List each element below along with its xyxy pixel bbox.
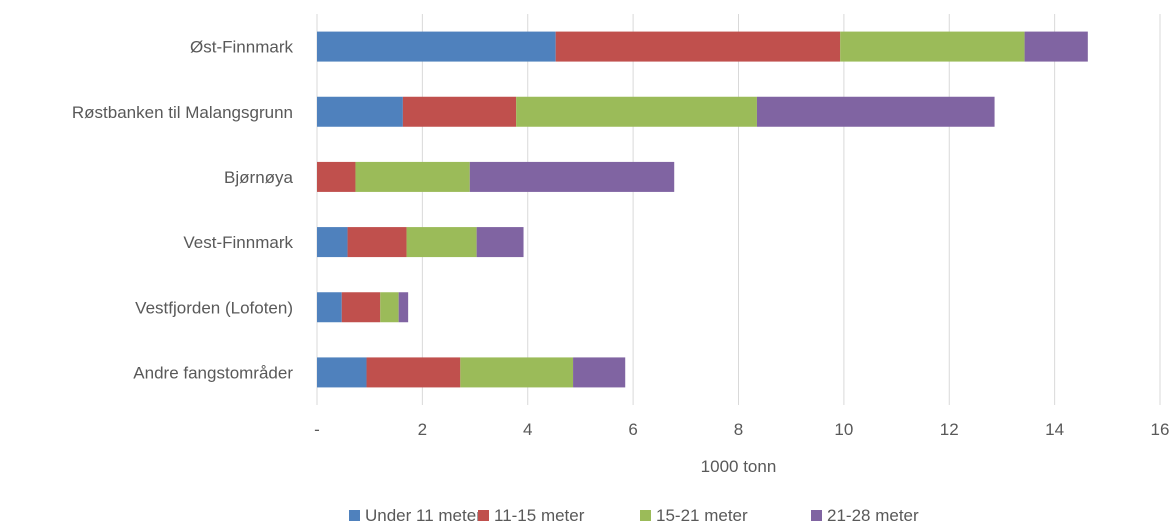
bar-segment [317,96,403,127]
bar-segment [1024,31,1088,62]
bar-segment [366,357,461,388]
x-tick-labels: - 2 4 6 8 10 12 14 16 [314,420,1169,439]
legend-swatch [349,510,360,521]
bar-segment [840,31,1025,62]
bar-segment [460,357,574,388]
category-label: Øst-Finnmark [190,38,293,57]
bar-segment [317,161,356,192]
x-tick-label: 6 [628,420,637,439]
x-axis-title: 1000 tonn [701,457,777,476]
bar-segment [516,96,757,127]
bar-segment [317,227,348,258]
category-label: Andre fangstområder [133,363,293,382]
bar-segment [355,161,470,192]
legend-label: 15-21 meter [656,506,748,525]
x-tick-label: 12 [940,420,959,439]
bar-segment [380,292,399,323]
x-tick-label: - [314,420,320,439]
x-tick-label: 8 [734,420,743,439]
bar-segment [317,357,367,388]
bar-segment [317,292,342,323]
bar-segment [469,161,675,192]
category-label: Røstbanken til Malangsgrunn [72,103,293,122]
bar-segment [573,357,626,388]
bar-segment [347,227,407,258]
legend: Under 11 meter 11-15 meter 15-21 meter 21-2… [349,506,919,525]
x-tick-label: 14 [1045,420,1064,439]
legend-swatch [811,510,822,521]
bar-segment [555,31,841,62]
legend-label: 11-15 meter [494,506,585,525]
legend-label: 21-28 meter [827,506,919,525]
bar-segment [402,96,517,127]
x-tick-label: 10 [834,420,853,439]
legend-swatch [640,510,651,521]
bar-segment [317,31,556,62]
x-tick-label: 16 [1151,420,1170,439]
category-label: Bjørnøya [224,168,294,187]
bar-segment [398,292,409,323]
category-labels: Øst-Finnmark Røstbanken til Malangsgrunn B… [72,38,294,383]
bar-segment [756,96,995,127]
category-label: Vestfjorden (Lofoten) [135,298,293,317]
category-label: Vest-Finnmark [183,233,293,252]
bars [317,31,1088,388]
bar-segment [341,292,381,323]
x-tick-label: 2 [418,420,427,439]
x-tick-label: 4 [523,420,532,439]
gridlines [316,14,1161,405]
bar-segment [476,227,524,258]
legend-label: Under 11 meter [365,506,482,525]
legend-swatch [478,510,489,521]
bar-segment [406,227,477,258]
